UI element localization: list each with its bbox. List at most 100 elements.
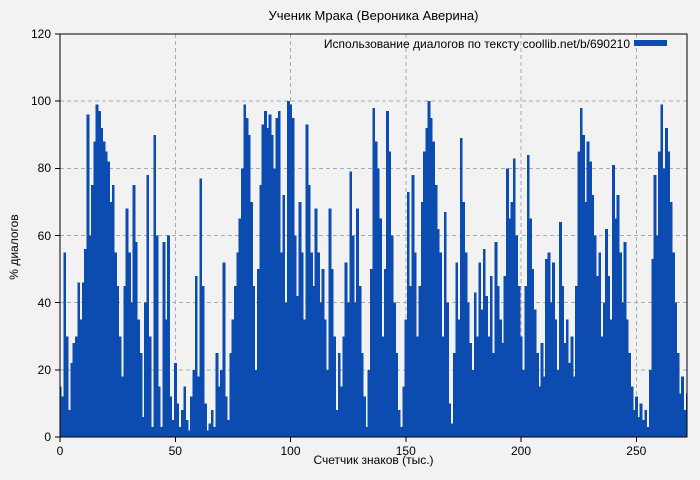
bar bbox=[510, 201, 514, 437]
bar bbox=[646, 426, 650, 437]
bar bbox=[678, 393, 682, 437]
bar bbox=[411, 175, 415, 438]
y-tick-label: 40 bbox=[37, 295, 51, 310]
bar bbox=[84, 248, 87, 437]
bar bbox=[247, 134, 251, 437]
bar bbox=[469, 342, 472, 437]
bar bbox=[485, 295, 489, 437]
bar bbox=[427, 101, 431, 438]
bar bbox=[683, 410, 687, 437]
bar bbox=[409, 285, 412, 437]
bar bbox=[337, 353, 341, 437]
bar bbox=[224, 396, 228, 437]
bar bbox=[351, 235, 355, 437]
bar bbox=[210, 410, 214, 437]
bar bbox=[517, 285, 521, 437]
bar bbox=[639, 403, 643, 437]
bar bbox=[381, 336, 385, 437]
bar bbox=[178, 426, 182, 437]
bar bbox=[660, 104, 664, 438]
bar bbox=[575, 285, 578, 437]
bar bbox=[542, 376, 546, 437]
bar bbox=[98, 111, 101, 437]
bar bbox=[413, 252, 417, 437]
bar bbox=[323, 319, 327, 437]
bar bbox=[536, 353, 539, 437]
bar bbox=[591, 195, 595, 437]
x-tick-label: 250 bbox=[626, 444, 647, 458]
bar bbox=[314, 208, 318, 437]
bar bbox=[672, 252, 675, 437]
bar bbox=[310, 252, 313, 437]
bar bbox=[681, 376, 684, 437]
bar bbox=[607, 275, 611, 437]
bar bbox=[522, 369, 525, 437]
bar bbox=[289, 104, 293, 438]
bar bbox=[303, 319, 306, 437]
chart-title: Ученик Мрака (Вероника Аверина) bbox=[268, 8, 479, 23]
bar bbox=[457, 319, 461, 437]
bar bbox=[174, 363, 177, 437]
bar bbox=[579, 107, 583, 437]
bar bbox=[605, 228, 608, 437]
bar bbox=[372, 107, 376, 437]
bar bbox=[496, 285, 500, 437]
bar bbox=[635, 396, 638, 437]
bar bbox=[192, 369, 196, 437]
bar bbox=[388, 151, 392, 437]
bar bbox=[132, 185, 136, 437]
bar bbox=[81, 282, 85, 437]
bar bbox=[667, 151, 671, 437]
bar bbox=[234, 285, 237, 437]
bar bbox=[653, 175, 657, 438]
bar bbox=[600, 336, 604, 437]
bar bbox=[478, 262, 482, 437]
bar bbox=[390, 235, 394, 437]
bar bbox=[60, 386, 62, 437]
bar bbox=[642, 420, 645, 437]
bar bbox=[499, 319, 502, 437]
bar bbox=[231, 319, 235, 437]
bar bbox=[648, 369, 652, 437]
bar bbox=[305, 124, 309, 438]
x-axis-label: Счетчик знаков (тыс.) bbox=[313, 453, 434, 467]
bar bbox=[77, 282, 81, 437]
bar bbox=[114, 252, 117, 437]
bar bbox=[280, 252, 283, 437]
bar bbox=[418, 285, 422, 437]
bar bbox=[503, 275, 507, 437]
bar bbox=[155, 235, 159, 437]
bar bbox=[356, 208, 359, 437]
bar bbox=[459, 138, 463, 437]
bar bbox=[383, 269, 387, 437]
bar bbox=[240, 168, 244, 438]
bar bbox=[252, 285, 256, 437]
bar bbox=[291, 117, 295, 437]
bar bbox=[102, 141, 106, 437]
bar bbox=[423, 151, 426, 437]
bar bbox=[213, 426, 217, 437]
bar bbox=[365, 426, 369, 437]
bar bbox=[176, 403, 180, 437]
bar bbox=[245, 117, 249, 437]
bar bbox=[217, 386, 221, 437]
y-tick-label: 60 bbox=[37, 228, 51, 243]
bar bbox=[277, 111, 281, 437]
bar bbox=[153, 134, 157, 437]
bar bbox=[625, 319, 629, 437]
bar bbox=[602, 302, 606, 437]
bar bbox=[353, 302, 357, 437]
bar bbox=[254, 369, 258, 437]
bar bbox=[270, 134, 274, 437]
bar bbox=[370, 269, 373, 437]
bar bbox=[204, 403, 207, 437]
bar bbox=[614, 218, 618, 437]
bar bbox=[473, 292, 477, 437]
bar bbox=[416, 336, 419, 437]
bar bbox=[266, 128, 270, 438]
bar bbox=[586, 141, 590, 437]
bar bbox=[512, 158, 516, 437]
bar bbox=[68, 410, 71, 437]
bar bbox=[88, 235, 92, 437]
